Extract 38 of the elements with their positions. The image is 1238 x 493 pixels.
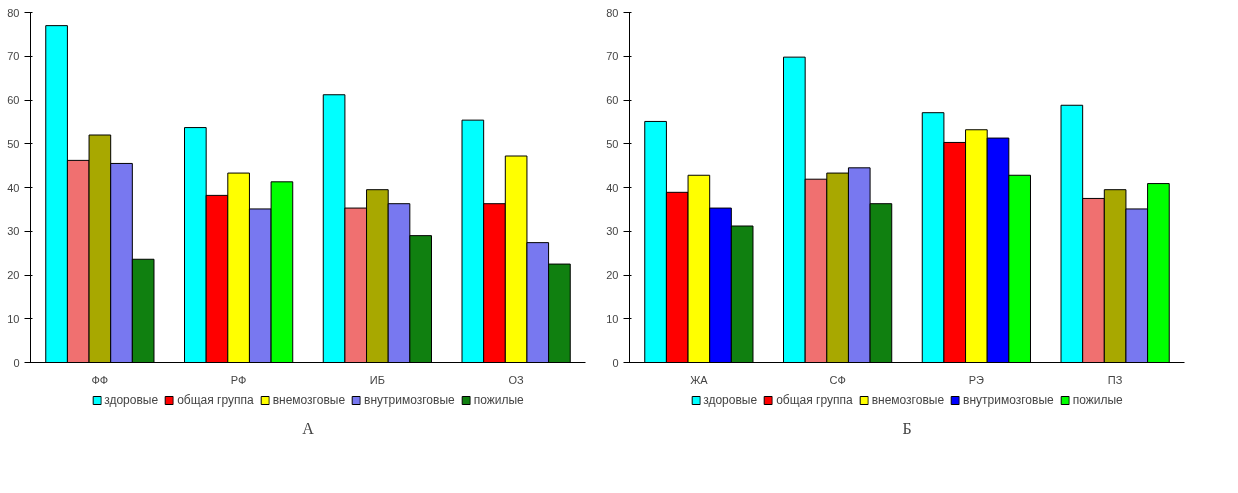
y-tick-label: 60	[606, 94, 619, 106]
y-tick-label: 50	[7, 137, 20, 150]
y-tick-label: 80	[606, 6, 619, 19]
legend-label: пожилые	[473, 393, 524, 407]
text: А	[302, 419, 315, 437]
y-tick-label: 80	[7, 6, 20, 19]
legend-label: пожилые	[1072, 393, 1123, 407]
x-tick-label: ОЗ	[508, 373, 525, 386]
y-tick-label: 60	[7, 94, 20, 106]
x-tick-label: РФ	[230, 373, 247, 386]
y-tick-label: 70	[7, 50, 20, 63]
y-tick-label: 10	[7, 312, 20, 325]
legend-label: общая группа	[776, 393, 853, 407]
x-tick-label: РЭ	[968, 373, 985, 386]
y-tick-label: 40	[7, 181, 20, 194]
x-tick-label: ЖА	[690, 373, 709, 386]
text: Б	[902, 419, 912, 437]
legend-label: внемозговые	[272, 393, 346, 407]
legend-label: здоровые	[104, 393, 159, 407]
legend-label: внутримозговые	[963, 393, 1054, 407]
y-tick-label: 50	[606, 137, 619, 150]
legend-label: здоровые	[703, 393, 758, 407]
y-tick-label: 10	[606, 312, 619, 325]
y-tick-label: 0	[13, 356, 20, 369]
y-tick-label: 70	[606, 50, 619, 63]
y-tick-label: 40	[606, 181, 619, 194]
y-tick-label: 0	[612, 356, 619, 369]
y-tick-label: 20	[606, 269, 619, 281]
x-tick-label: ФФ	[91, 373, 109, 386]
x-tick-label: ИБ	[369, 373, 385, 386]
legend-label: общая группа	[177, 393, 254, 407]
legend-label: внемозговые	[871, 393, 945, 407]
y-tick-label: 20	[7, 269, 20, 281]
y-tick-label: 30	[606, 225, 619, 238]
legend-label: внутримозговые	[364, 393, 455, 407]
y-tick-label: 30	[7, 225, 20, 238]
x-tick-label: ПЗ	[1107, 373, 1123, 386]
x-tick-label: СФ	[829, 373, 846, 386]
